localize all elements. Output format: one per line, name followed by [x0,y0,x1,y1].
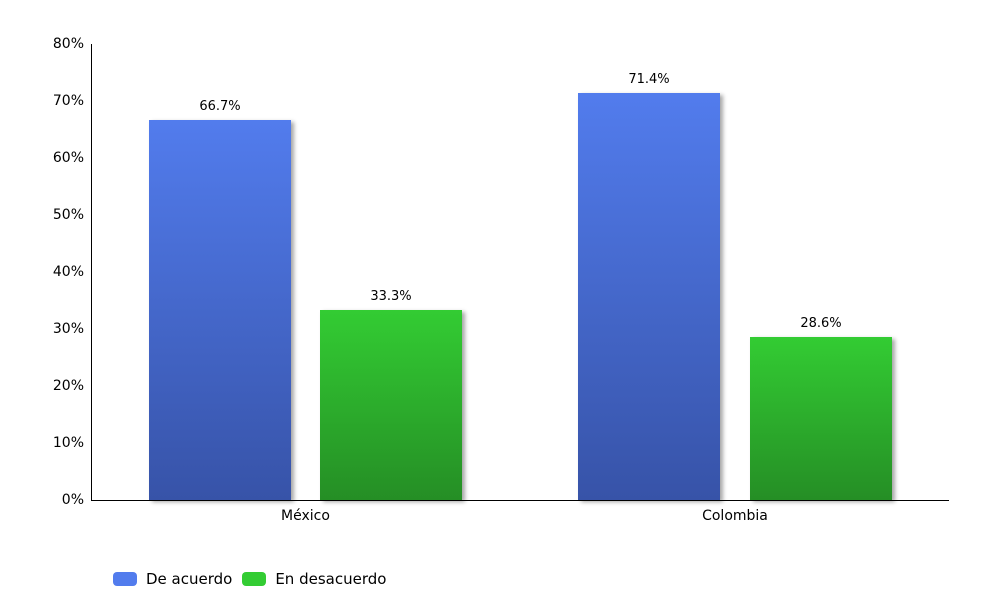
y-tick-label: 20% [52,378,84,394]
y-tick-label: 60% [52,150,84,166]
bar-en-desacuerdo[interactable] [320,310,462,500]
y-tick-label: 30% [52,321,84,337]
data-label: 28.6% [800,315,842,331]
data-label: 33.3% [370,289,412,305]
data-label: 71.4% [628,72,670,88]
legend-item-en-desacuerdo[interactable]: En desacuerdo [242,570,386,588]
y-tick-label: 10% [52,435,84,451]
bar-de-acuerdo[interactable] [578,93,720,500]
x-axis-line [91,500,949,501]
y-tick-label: 50% [52,207,84,223]
y-tick-label: 80% [52,36,84,52]
x-category-label: México [281,508,330,524]
x-category-label: Colombia [702,508,768,524]
bar-en-desacuerdo[interactable] [750,336,892,500]
y-tick-label: 40% [52,264,84,280]
legend-swatch-icon [242,572,267,586]
legend-swatch-icon [113,572,137,586]
legend-item-de-acuerdo[interactable]: De acuerdo [113,570,232,588]
legend-label: De acuerdo [146,570,233,588]
legend-label: En desacuerdo [275,570,387,588]
y-axis-line [91,44,92,500]
bar-de-acuerdo[interactable] [149,119,291,500]
legend: De acuerdo En desacuerdo [113,570,396,588]
data-label: 66.7% [199,98,241,114]
y-tick-label: 70% [52,93,84,109]
y-tick-label: 0% [61,492,84,508]
